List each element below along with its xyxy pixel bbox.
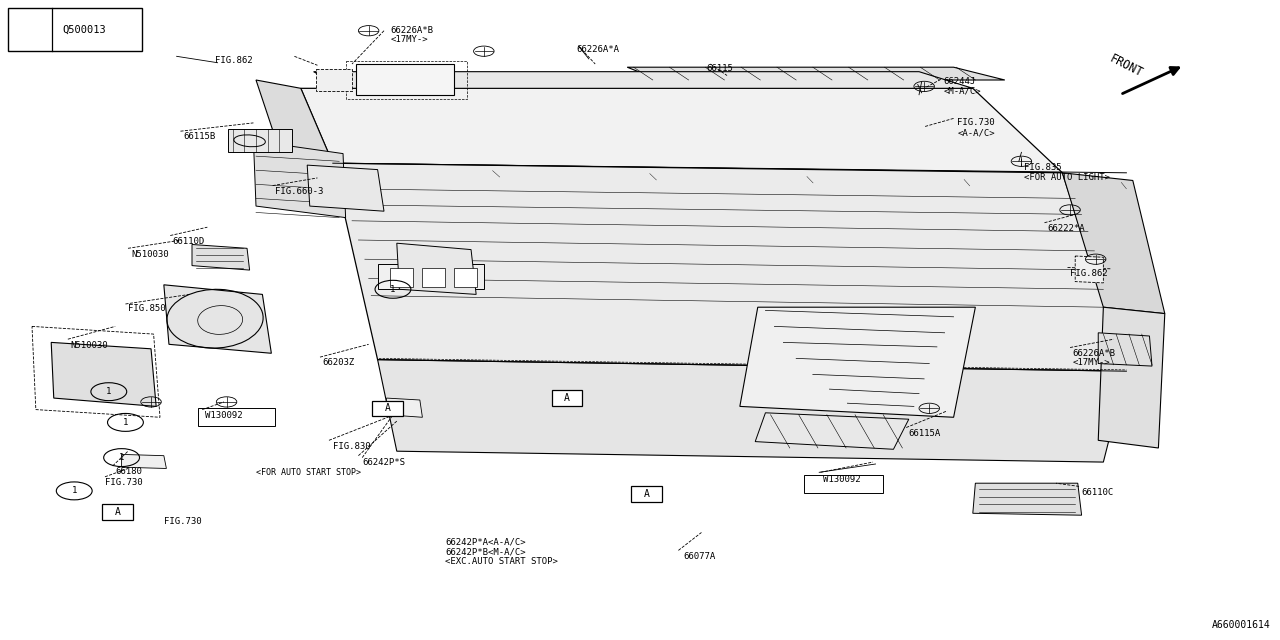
- Text: FIG.730: FIG.730: [957, 118, 995, 127]
- Text: FIG.850: FIG.850: [128, 304, 165, 313]
- Text: 1: 1: [106, 387, 111, 396]
- Text: <17MY->: <17MY->: [1073, 358, 1110, 367]
- Text: A: A: [564, 393, 570, 403]
- Text: 66226A*B: 66226A*B: [390, 26, 434, 35]
- Text: <EXC.AUTO START STOP>: <EXC.AUTO START STOP>: [445, 557, 558, 566]
- Polygon shape: [1062, 173, 1165, 314]
- Text: FIG.730: FIG.730: [164, 517, 201, 526]
- Text: FIG.862: FIG.862: [1070, 269, 1107, 278]
- Polygon shape: [314, 72, 973, 88]
- Text: FIG.730: FIG.730: [105, 478, 142, 487]
- Text: 66115: 66115: [707, 64, 733, 73]
- Text: 66244J: 66244J: [943, 77, 975, 86]
- Polygon shape: [378, 264, 484, 289]
- Bar: [804, 475, 883, 493]
- Text: FIG.835: FIG.835: [1024, 163, 1061, 172]
- Text: 1: 1: [27, 24, 33, 35]
- Text: FIG.660-3: FIG.660-3: [275, 187, 324, 196]
- Polygon shape: [356, 64, 454, 95]
- Bar: [198, 408, 275, 426]
- Polygon shape: [740, 307, 975, 417]
- Polygon shape: [333, 163, 1126, 371]
- Text: FIG.830: FIG.830: [333, 442, 370, 451]
- Text: FRONT: FRONT: [1107, 52, 1144, 80]
- Text: FIG.862: FIG.862: [215, 56, 252, 65]
- Text: <A-A/C>: <A-A/C>: [957, 128, 995, 137]
- Text: A: A: [115, 507, 120, 517]
- Text: 1: 1: [119, 453, 124, 462]
- Polygon shape: [51, 342, 156, 406]
- Text: A: A: [644, 489, 649, 499]
- Text: 66110C: 66110C: [1082, 488, 1114, 497]
- Polygon shape: [755, 413, 909, 449]
- Text: 1: 1: [72, 486, 77, 495]
- Polygon shape: [378, 360, 1126, 462]
- Bar: [454, 268, 477, 287]
- Polygon shape: [122, 454, 166, 468]
- Text: 66115A: 66115A: [909, 429, 941, 438]
- Text: 66180: 66180: [115, 467, 142, 476]
- Text: 66226A*B: 66226A*B: [1073, 349, 1116, 358]
- FancyBboxPatch shape: [8, 8, 142, 51]
- Text: 1: 1: [123, 418, 128, 427]
- FancyBboxPatch shape: [552, 390, 582, 406]
- Text: 66222*A: 66222*A: [1047, 224, 1084, 233]
- Polygon shape: [1098, 333, 1152, 366]
- Polygon shape: [256, 80, 333, 163]
- Polygon shape: [627, 67, 1005, 80]
- Polygon shape: [192, 244, 250, 270]
- Text: N510030: N510030: [132, 250, 169, 259]
- Bar: [422, 268, 445, 287]
- Bar: [390, 268, 413, 287]
- Text: 66203Z: 66203Z: [323, 358, 355, 367]
- FancyBboxPatch shape: [631, 486, 662, 502]
- Polygon shape: [307, 165, 384, 211]
- Polygon shape: [316, 69, 352, 91]
- Text: 66242P*A<A-A/C>: 66242P*A<A-A/C>: [445, 538, 526, 547]
- Polygon shape: [1098, 307, 1165, 448]
- Polygon shape: [164, 285, 271, 353]
- Text: <FOR AUTO LIGHT>: <FOR AUTO LIGHT>: [1024, 173, 1110, 182]
- Text: 66110D: 66110D: [173, 237, 205, 246]
- Polygon shape: [397, 243, 476, 294]
- FancyBboxPatch shape: [102, 504, 133, 520]
- Polygon shape: [301, 88, 1062, 173]
- FancyBboxPatch shape: [372, 401, 403, 416]
- Text: W130092: W130092: [823, 475, 860, 484]
- Text: N510030: N510030: [70, 341, 108, 350]
- Text: <M-A/C>: <M-A/C>: [943, 86, 980, 95]
- Text: 66077A: 66077A: [684, 552, 716, 561]
- Text: <17MY->: <17MY->: [390, 35, 428, 44]
- Text: 66242P*S: 66242P*S: [362, 458, 406, 467]
- Polygon shape: [1075, 256, 1103, 283]
- Text: 1: 1: [390, 285, 396, 294]
- Text: 66242P*B<M-A/C>: 66242P*B<M-A/C>: [445, 547, 526, 556]
- Text: 66115B: 66115B: [183, 132, 215, 141]
- Text: 66226A*A: 66226A*A: [576, 45, 620, 54]
- Polygon shape: [387, 398, 422, 417]
- Text: <FOR AUTO START STOP>: <FOR AUTO START STOP>: [256, 468, 361, 477]
- Text: A: A: [385, 403, 390, 413]
- Polygon shape: [253, 141, 346, 218]
- Text: A660001614: A660001614: [1212, 620, 1271, 630]
- Polygon shape: [228, 129, 292, 152]
- Polygon shape: [973, 483, 1082, 515]
- Text: Q500013: Q500013: [63, 24, 106, 35]
- Text: W130092: W130092: [205, 411, 242, 420]
